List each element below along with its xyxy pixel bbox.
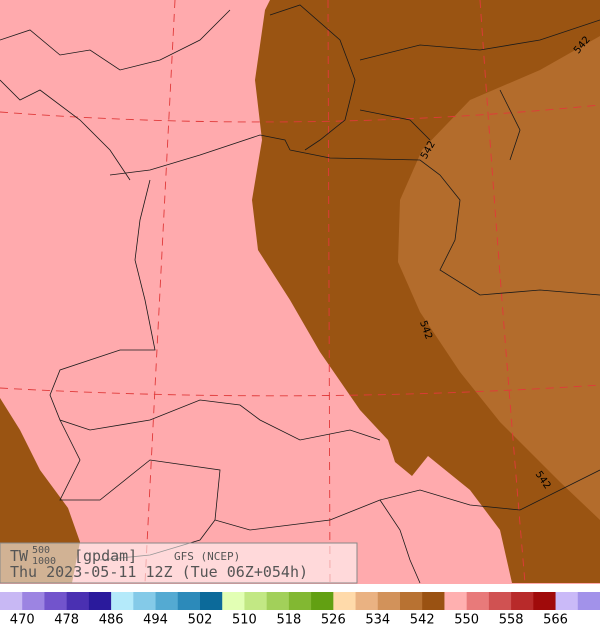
colorbar-label: 526 <box>321 613 346 628</box>
colorbar-swatch <box>288 592 312 610</box>
colorbar-swatch <box>177 592 201 610</box>
title-time: Thu 2023-05-11 12Z (Tue 06Z+054h) <box>10 563 308 581</box>
colorbar-swatch <box>133 592 157 610</box>
colorbar-swatch <box>355 592 379 610</box>
colorbar-swatch <box>377 592 401 610</box>
colorbar: 470 478 486 494 502 510 518 526 534 542 550 558 566 <box>0 592 600 628</box>
title-units: [gpdam] <box>74 547 137 565</box>
colorbar-swatch <box>400 592 423 610</box>
colorbar-swatch <box>66 592 90 610</box>
colorbar-swatch <box>511 592 534 610</box>
colorbar-swatch <box>111 592 134 610</box>
coastline <box>0 4 356 181</box>
field-light-region <box>398 36 600 520</box>
title-model: GFS (NCEP) <box>174 550 240 563</box>
colorbar-swatch <box>44 592 68 610</box>
colorbar-swatch <box>0 592 23 610</box>
colorbar-label: 510 <box>232 613 257 628</box>
country-border <box>359 19 600 161</box>
country-border <box>59 419 600 531</box>
title-sup: 500 <box>32 545 50 556</box>
colorbar-swatch <box>88 592 112 610</box>
colorbar-swatch <box>200 592 223 610</box>
colorbar-label: 542 <box>410 613 435 628</box>
colorbar-swatch <box>266 592 290 610</box>
colorbar-swatch <box>333 592 357 610</box>
title-sub: 1000 <box>32 556 56 567</box>
title-name: TW <box>10 547 29 565</box>
colorbar-swatch <box>533 592 557 610</box>
colorbar-label: 550 <box>454 613 479 628</box>
colorbar-swatch <box>244 592 268 610</box>
colorbar-swatch <box>577 592 600 610</box>
grid-line <box>0 384 600 397</box>
colorbar-label: 486 <box>99 613 124 628</box>
colorbar-swatch <box>488 592 512 610</box>
colorbar-label: 494 <box>143 613 168 628</box>
colorbar-swatch <box>466 592 490 610</box>
colorbar-swatch <box>311 592 334 610</box>
colorbar-label: 518 <box>276 613 301 628</box>
colorbar-swatch <box>422 592 445 610</box>
colorbar-label: 470 <box>10 613 35 628</box>
colorbar-swatch <box>222 592 245 610</box>
colorbar-label: 558 <box>499 613 524 628</box>
field-dark-region-sw <box>0 398 80 583</box>
colorbar-swatch <box>22 592 45 610</box>
colorbar-swatch <box>444 592 468 610</box>
grid-line <box>0 104 600 123</box>
colorbar-label: 478 <box>54 613 79 628</box>
colorbar-label: 566 <box>543 613 568 628</box>
country-border <box>109 134 600 296</box>
colorbar-label: 534 <box>365 613 390 628</box>
colorbar-label: 502 <box>188 613 213 628</box>
legend-box <box>0 542 358 584</box>
colorbar-swatch <box>155 592 179 610</box>
colorbar-swatch <box>555 592 579 610</box>
